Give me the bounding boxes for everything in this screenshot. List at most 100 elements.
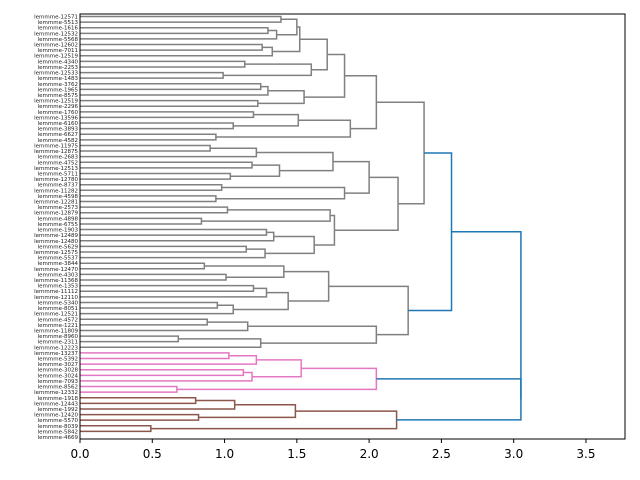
dendrogram-link [230, 164, 281, 178]
dendrogram-link [408, 152, 453, 312]
dendrogram-link [80, 228, 268, 236]
dendrogram-link [80, 161, 253, 169]
leaf-label: lemmme-8562 [38, 385, 78, 391]
leaf-label: lemmme-1221 [38, 323, 78, 329]
leaf-label: lemmme-12875 [34, 149, 78, 155]
leaf-label: lemmme-2296 [38, 104, 79, 110]
leaf-label: lemmme-12489 [34, 233, 78, 239]
leaf-label: lemmme-1992 [38, 407, 78, 413]
x-tick-label: 3.5 [576, 447, 595, 461]
leaf-label: lemmme-4572 [38, 317, 78, 323]
leaf-label: lemmme-12879 [34, 211, 78, 217]
leaf-label: lemmme-8039 [38, 424, 79, 430]
leaf-label: lemmme-3027 [38, 362, 79, 368]
leaf-label: lemmme-12480 [34, 239, 78, 245]
leaf-label: lemmme-2311 [38, 340, 78, 346]
dendrogram-link [233, 113, 300, 127]
leaf-label: lemmme-7093 [38, 379, 79, 385]
leaf-label: lemmme-5711 [38, 171, 78, 177]
leaf-label: lemmme-5842 [38, 429, 78, 435]
dendrogram-links [80, 15, 522, 433]
leaf-label: lemmme-2573 [38, 205, 79, 211]
leaf-label: lemmme-13596 [34, 115, 78, 121]
leaf-label: lemmme-3893 [38, 127, 79, 133]
plot-area-frame [79, 13, 626, 440]
leaf-label: lemmme-5392 [38, 357, 78, 363]
dendrogram-link [451, 231, 522, 400]
leaf-label: lemmme-12332 [34, 390, 78, 396]
dendrogram-link [80, 354, 258, 365]
leaf-label: lemmme-5537 [38, 256, 79, 262]
dendrogram-link [80, 217, 203, 225]
leaf-label: lemmme-12223 [34, 345, 78, 351]
x-tick-label: 2.5 [432, 447, 451, 461]
dendrogram-link [80, 413, 200, 421]
leaf-label: lemmme-12521 [34, 312, 78, 318]
leaf-label: lemmme-6160 [38, 121, 79, 127]
leaf-label: lemmme-5513 [38, 20, 79, 26]
leaf-label: lemmme-8737 [38, 183, 79, 189]
leaf-label: lemmme-8051 [38, 306, 78, 312]
leaf-label: lemmme-7011 [38, 48, 78, 54]
leaf-label: lemmme-11368 [34, 278, 78, 284]
dendrogram-link [80, 321, 249, 332]
leaf-label: lemmme-1483 [38, 76, 79, 82]
leaf-label: lemmme-3844 [38, 261, 79, 267]
leaf-label: lemmme-5629 [38, 244, 79, 250]
x-tick-label: 1.5 [287, 447, 306, 461]
dendrogram-link [256, 151, 334, 172]
leaf-label: lemmme-6755 [38, 222, 79, 228]
dendrogram-link [80, 183, 223, 192]
dendrogram-link [283, 270, 330, 302]
leaf-label: lemmme-1918 [38, 396, 79, 402]
leaf-label: lemmme-12513 [34, 166, 78, 172]
leaf-label: lemmme-12532 [34, 31, 78, 37]
dendrogram-link [334, 176, 399, 232]
dendrogram-link [80, 335, 180, 343]
leaf-label: lemmme-1760 [38, 110, 79, 116]
leaf-label: lemmme-1353 [38, 284, 79, 290]
x-axis-ticks: 0.0 0.5 1.0 1.5 2.0 2.5 3.0 3.5 [70, 439, 596, 461]
leaf-label: lemmme-8575 [38, 93, 79, 99]
dendrogram-link [80, 368, 245, 377]
dendrogram-link [304, 53, 346, 98]
leaf-label: lemmme-12571 [34, 15, 78, 21]
dendrogram-link [80, 122, 234, 130]
dendrogram-link [80, 301, 219, 309]
dendrogram-link [80, 147, 258, 158]
dendrogram-link [80, 60, 246, 68]
leaf-label: lemmme-12519 [34, 54, 78, 60]
leaf-label: lemmme-12575 [34, 250, 78, 256]
leaf-label: lemmme-11809 [34, 328, 78, 334]
x-tick-label: 0.5 [143, 447, 162, 461]
dendrogram-link [80, 144, 211, 152]
leaf-label: lemmme-4898 [38, 216, 79, 222]
leaf-label: lemmme-4303 [38, 272, 79, 278]
dendrogram-link [80, 304, 234, 315]
leaf-label: lemmme-12420 [34, 413, 78, 419]
leaf-label: lemmme-12470 [34, 267, 78, 273]
x-tick-label: 3.0 [504, 447, 523, 461]
x-tick-label: 0.0 [70, 447, 89, 461]
leaf-label: lemmme-12780 [34, 177, 78, 183]
dendrogram-link [328, 285, 409, 336]
dendrogram-link [80, 371, 253, 382]
leaf-label: lemmme-5568 [38, 37, 79, 43]
leaf-label: lemmme-13237 [34, 351, 78, 357]
leaf-label: lemmme-4598 [38, 194, 79, 200]
dendrogram-link [376, 378, 522, 421]
leaf-label: lemmme-4582 [38, 138, 78, 144]
leaf-label: lemmme-12281 [34, 200, 78, 206]
leaf-label: lemmme-3028 [38, 368, 79, 374]
leaf-label: lemmme-3024 [38, 373, 79, 379]
leaf-label: lemmme-1965 [38, 87, 79, 93]
leaf-label: lemmme-4752 [38, 160, 78, 166]
dendrogram-link [80, 26, 269, 35]
leaf-label: lemmme-8960 [38, 334, 79, 340]
dendrogram-link [80, 85, 269, 96]
leaf-label: lemmme-1616 [38, 26, 79, 32]
leaf-label: lemmme-2683 [38, 155, 79, 161]
leaf-labels: lemmme-12571lemmme-5513lemmme-1616lemmme… [34, 15, 78, 442]
